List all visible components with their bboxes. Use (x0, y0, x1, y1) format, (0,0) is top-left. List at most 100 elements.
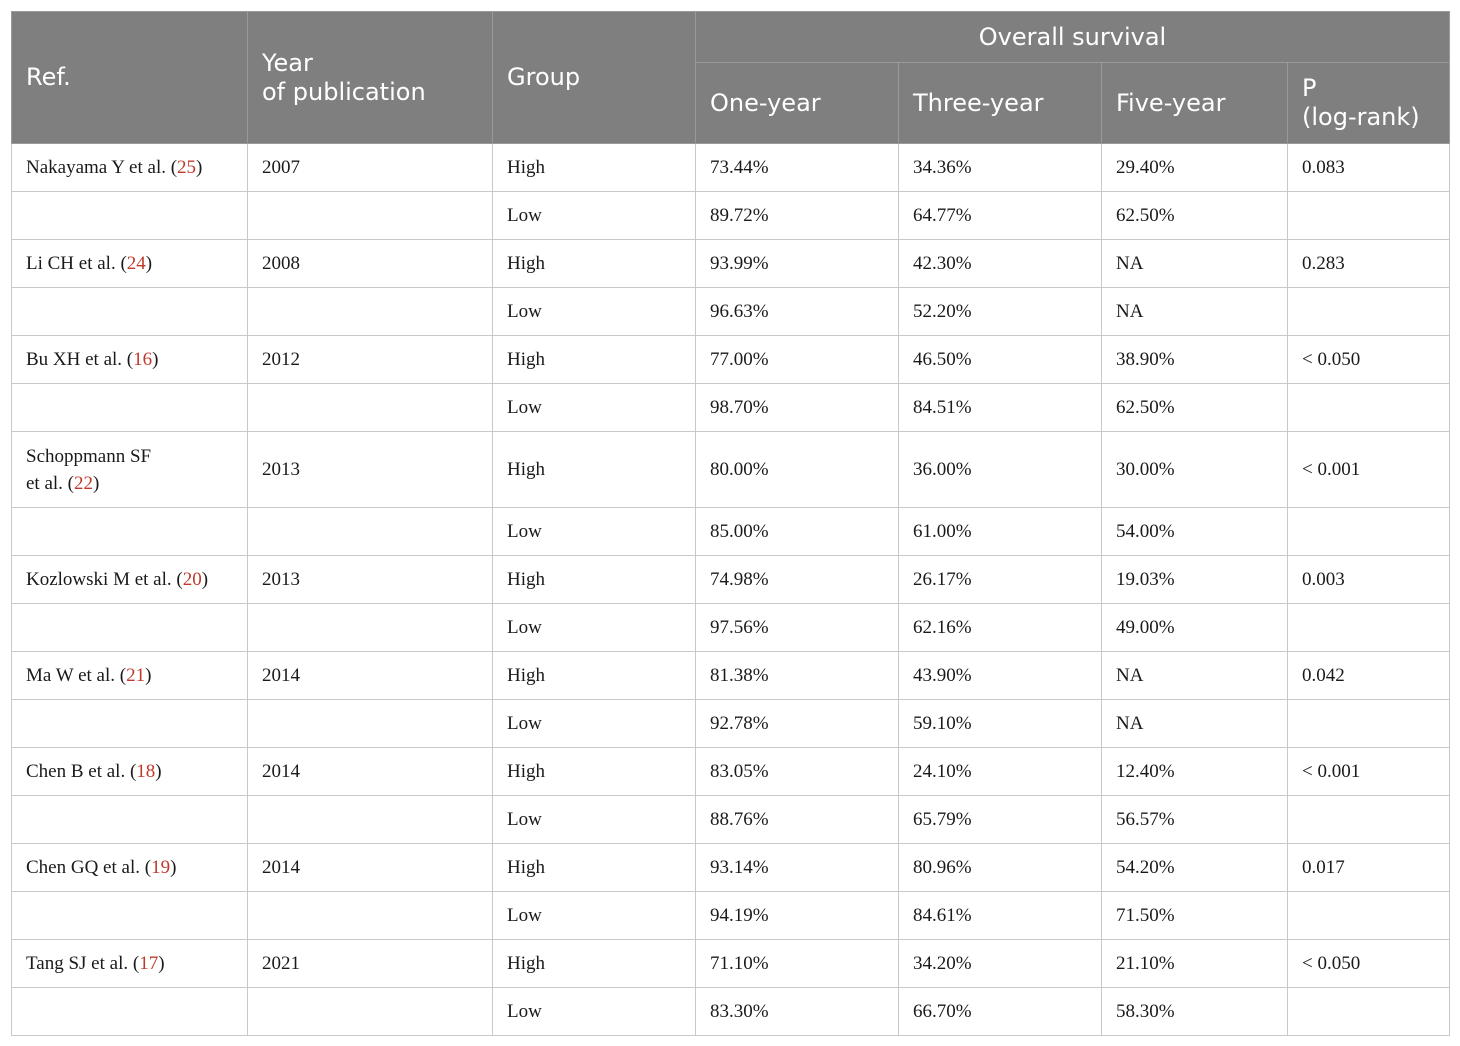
cell-year-empty (247, 191, 493, 240)
cell-group: Low (492, 507, 696, 556)
reference-link[interactable]: 17 (139, 953, 159, 974)
cell-year-empty (247, 603, 493, 652)
reference-close: ) (170, 857, 177, 878)
cell-ref: Chen GQ et al. (19) (11, 843, 248, 892)
header-one-year: One-year (695, 62, 899, 144)
header-year: Year of publication (247, 11, 493, 144)
cell-p-value: < 0.001 (1287, 747, 1450, 796)
cell-three-year: 84.51% (898, 383, 1102, 432)
author-text: Bu XH et al. ( (26, 349, 134, 370)
cell-p-empty (1287, 507, 1450, 556)
cell-p-empty (1287, 603, 1450, 652)
header-p-log-rank: P (log-rank) (1287, 62, 1450, 144)
reference-link[interactable]: 19 (151, 857, 171, 878)
cell-group: Low (492, 383, 696, 432)
cell-five-year: 38.90% (1101, 335, 1288, 384)
cell-three-year: 26.17% (898, 555, 1102, 604)
header-five-year: Five-year (1101, 62, 1288, 144)
reference-close: ) (158, 953, 165, 974)
cell-five-year: 12.40% (1101, 747, 1288, 796)
table-row: Low 96.63% 52.20% NA (11, 287, 1450, 336)
cell-year: 2014 (247, 651, 493, 700)
cell-ref-empty (11, 603, 248, 652)
reference-link[interactable]: 20 (182, 569, 202, 590)
reference-link[interactable]: 16 (133, 349, 153, 370)
cell-year: 2007 (247, 143, 493, 192)
table-row: Low 98.70% 84.51% 62.50% (11, 383, 1450, 432)
cell-p-value: < 0.050 (1287, 335, 1450, 384)
cell-p-value: 0.017 (1287, 843, 1450, 892)
cell-ref-empty (11, 795, 248, 844)
reference-link[interactable]: 21 (126, 665, 146, 686)
cell-one-year: 80.00% (695, 431, 899, 508)
cell-p-empty (1287, 795, 1450, 844)
table-row: Kozlowski M et al. (20) 2013 High 74.98% 26.… (11, 555, 1450, 604)
cell-year: 2013 (247, 431, 493, 508)
cell-five-year: 71.50% (1101, 891, 1288, 940)
cell-group: High (492, 239, 696, 288)
cell-ref: Tang SJ et al. (17) (11, 939, 248, 988)
cell-one-year: 74.98% (695, 555, 899, 604)
table-row: Low 94.19% 84.61% 71.50% (11, 891, 1450, 940)
cell-group: High (492, 939, 696, 988)
cell-three-year: 52.20% (898, 287, 1102, 336)
author-text: Li CH et al. ( (26, 253, 127, 274)
reference-close: ) (145, 665, 152, 686)
cell-year-empty (247, 891, 493, 940)
cell-five-year: 19.03% (1101, 555, 1288, 604)
cell-year-empty (247, 795, 493, 844)
table-row: Low 85.00% 61.00% 54.00% (11, 507, 1450, 556)
cell-one-year: 92.78% (695, 699, 899, 748)
cell-group: High (492, 335, 696, 384)
header-overall-survival: Overall survival (695, 11, 1450, 63)
cell-year-empty (247, 287, 493, 336)
cell-one-year: 97.56% (695, 603, 899, 652)
cell-three-year: 66.70% (898, 987, 1102, 1036)
cell-p-value: 0.003 (1287, 555, 1450, 604)
cell-one-year: 83.30% (695, 987, 899, 1036)
cell-five-year: NA (1101, 287, 1288, 336)
cell-year: 2014 (247, 843, 493, 892)
cell-five-year: NA (1101, 699, 1288, 748)
cell-ref: Ma W et al. (21) (11, 651, 248, 700)
header-group: Group (492, 11, 696, 144)
cell-three-year: 84.61% (898, 891, 1102, 940)
reference-link[interactable]: 24 (126, 253, 146, 274)
reference-link[interactable]: 18 (136, 761, 156, 782)
cell-year-empty (247, 507, 493, 556)
cell-p-empty (1287, 287, 1450, 336)
reference-link[interactable]: 25 (177, 157, 197, 178)
reference-link[interactable]: 22 (74, 472, 94, 494)
cell-ref-empty (11, 987, 248, 1036)
cell-three-year: 36.00% (898, 431, 1102, 508)
reference-close: ) (201, 569, 209, 590)
cell-group: High (492, 555, 696, 604)
cell-five-year: 49.00% (1101, 603, 1288, 652)
author-text: Tang SJ et al. ( (26, 953, 140, 974)
header-three-year: Three-year (898, 62, 1102, 144)
table-row: Low 88.76% 65.79% 56.57% (11, 795, 1450, 844)
cell-three-year: 43.90% (898, 651, 1102, 700)
cell-one-year: 83.05% (695, 747, 899, 796)
reference-close: ) (152, 349, 159, 370)
cell-p-empty (1287, 699, 1450, 748)
reference-close: ) (145, 253, 153, 274)
cell-group: Low (492, 891, 696, 940)
table-row: Li CH et al. (24) 2008 High 93.99% 42.30% NA 0… (11, 239, 1450, 288)
cell-ref-empty (11, 891, 248, 940)
author-text: Chen GQ et al. ( (26, 857, 152, 878)
cell-group: High (492, 747, 696, 796)
cell-ref-empty (11, 507, 248, 556)
cell-five-year: NA (1101, 239, 1288, 288)
cell-group: High (492, 143, 696, 192)
cell-ref: Schoppmann SF et al. (22) (11, 431, 248, 508)
cell-one-year: 85.00% (695, 507, 899, 556)
cell-three-year: 65.79% (898, 795, 1102, 844)
cell-group: Low (492, 287, 696, 336)
cell-five-year: 21.10% (1101, 939, 1288, 988)
cell-p-value: 0.283 (1287, 239, 1450, 288)
cell-five-year: 58.30% (1101, 987, 1288, 1036)
table-row: Chen GQ et al. (19) 2014 High 93.14% 80.96% 5… (11, 843, 1450, 892)
table-body: Nakayama Y et al. (25) 2007 High 73.44% 34.3… (11, 143, 1450, 1036)
cell-p-value: 0.042 (1287, 651, 1450, 700)
